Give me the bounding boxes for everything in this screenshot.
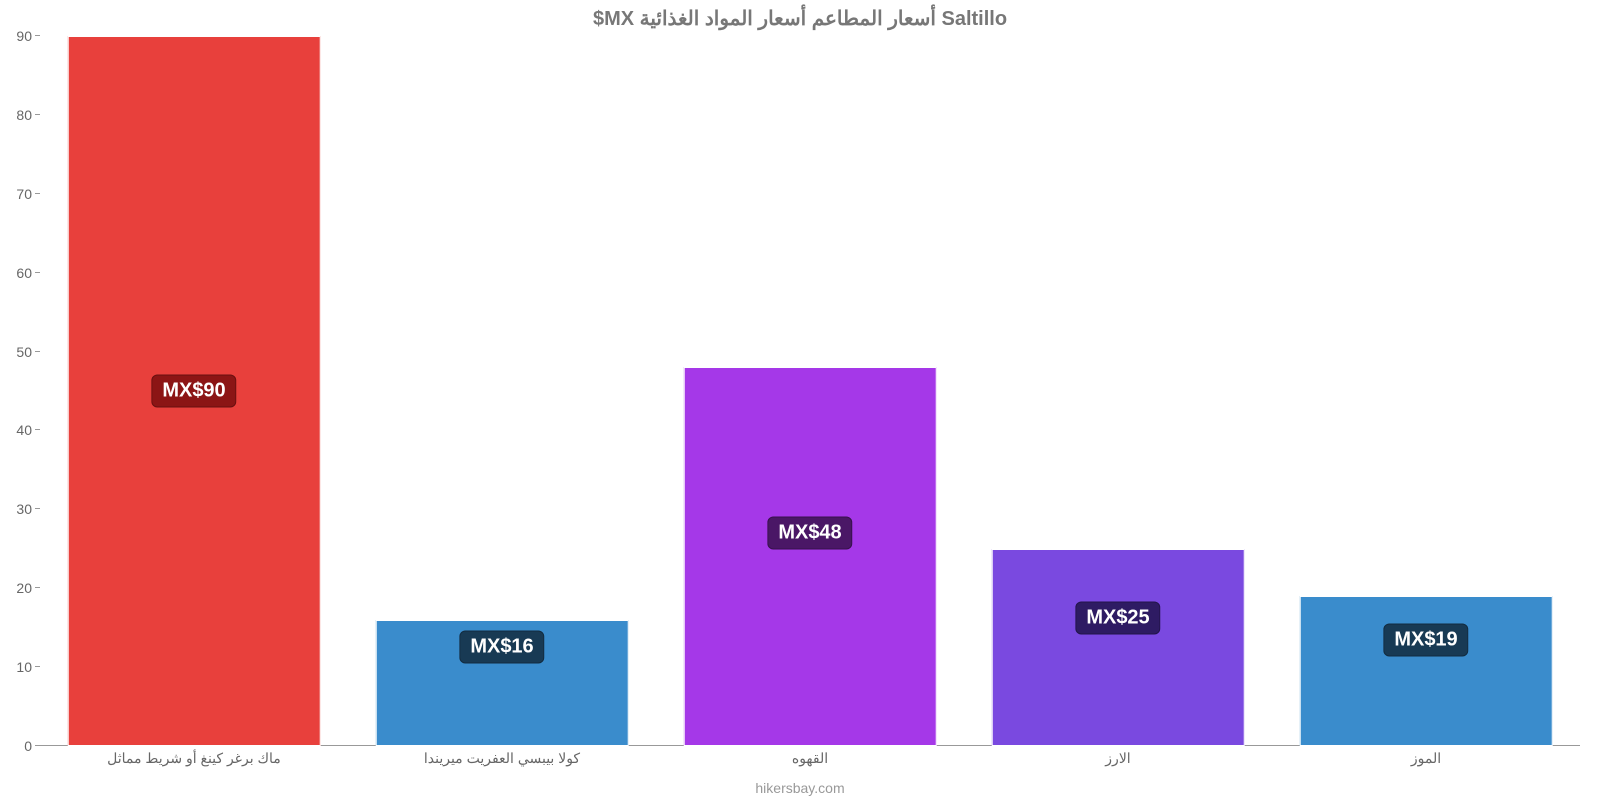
bar-value-label: MX$90 xyxy=(151,375,236,408)
bar xyxy=(992,549,1245,746)
bar-slot: MX$25 xyxy=(964,36,1272,746)
x-axis-label: الموز xyxy=(1272,750,1580,767)
y-tick-label: 80 xyxy=(16,107,40,123)
bar-value-label: MX$25 xyxy=(1075,602,1160,635)
bar xyxy=(684,367,937,746)
x-axis-label: ماك برغر كينغ أو شريط مماثل xyxy=(40,750,348,767)
y-tick-label: 40 xyxy=(16,422,40,438)
bars-container: MX$90 MX$16 MX$48 MX$25 MX$19 xyxy=(40,36,1580,746)
y-tick-label: 0 xyxy=(24,738,40,754)
plot-area: 0102030405060708090 MX$90MX$16MX$48MX$25… xyxy=(40,36,1580,746)
price-bar-chart: Saltillo أسعار المطاعم أسعار المواد الغذ… xyxy=(0,0,1600,800)
y-tick-label: 50 xyxy=(16,344,40,360)
x-axis-label: القهوه xyxy=(656,750,964,767)
bar-slot: MX$19 xyxy=(1272,36,1580,746)
bar-slot: MX$90 xyxy=(40,36,348,746)
x-axis-label: كولا بيبسي العفريت ميريندا xyxy=(348,750,656,767)
bar-value-label: MX$16 xyxy=(459,630,544,663)
bar-slot: MX$48 xyxy=(656,36,964,746)
x-axis-labels: ماك برغر كينغ أو شريط مماثلكولا بيبسي ال… xyxy=(40,750,1580,767)
bar-slot: MX$16 xyxy=(348,36,656,746)
y-tick-label: 30 xyxy=(16,501,40,517)
x-axis-label: الارز xyxy=(964,750,1272,767)
y-tick-label: 90 xyxy=(16,28,40,44)
bar-value-label: MX$19 xyxy=(1383,623,1468,656)
y-tick-label: 70 xyxy=(16,186,40,202)
y-tick-label: 10 xyxy=(16,659,40,675)
bar-value-label: MX$48 xyxy=(767,517,852,550)
y-tick-label: 20 xyxy=(16,580,40,596)
attribution-text: hikersbay.com xyxy=(0,780,1600,796)
y-tick-label: 60 xyxy=(16,265,40,281)
bar xyxy=(1300,596,1553,746)
chart-title: Saltillo أسعار المطاعم أسعار المواد الغذ… xyxy=(0,6,1600,31)
